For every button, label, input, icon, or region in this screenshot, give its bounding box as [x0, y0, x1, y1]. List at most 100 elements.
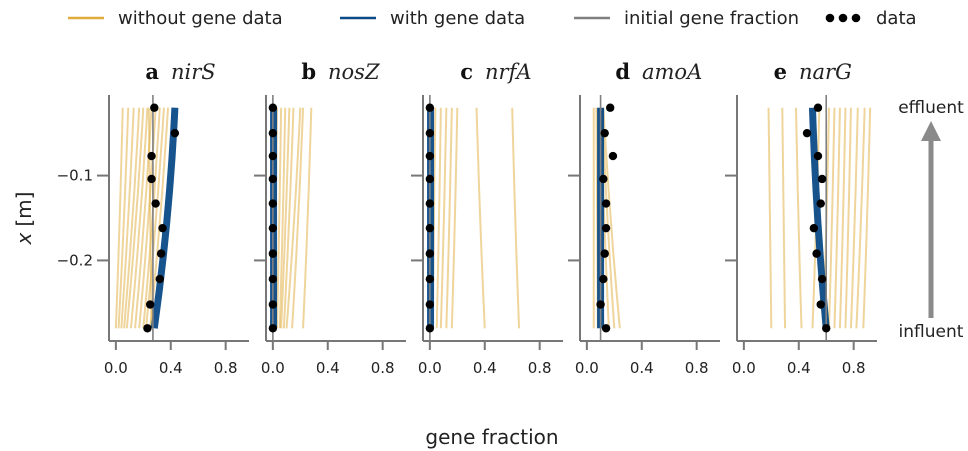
x-tick-label-e-1: 0.4 — [787, 359, 811, 377]
without-gene-line-b-1 — [275, 107, 283, 329]
legend-label-1: with gene data — [390, 8, 525, 29]
data-point-a-2 — [147, 151, 156, 161]
panel-d: 0.0 0.4 0.8 d amoA — [568, 59, 720, 377]
without-gene-line-a-3 — [123, 107, 141, 329]
data-point-a-7 — [155, 274, 164, 284]
without-gene-line-c-4 — [450, 107, 459, 329]
without-gene-line-e-2 — [795, 107, 803, 329]
without-gene-line-e-1 — [781, 107, 787, 329]
x-tick-label-b-2: 0.8 — [371, 359, 395, 377]
data-point-c-7 — [425, 274, 435, 284]
data-point-e-9 — [822, 324, 831, 333]
without-gene-line-a-4 — [125, 107, 145, 329]
panel-gene-d: amoA — [642, 60, 702, 84]
data-point-d-8 — [596, 300, 605, 309]
data-point-a-9 — [143, 324, 152, 333]
data-point-a-5 — [158, 223, 167, 233]
legend-label-data: data — [876, 8, 917, 29]
without-gene-line-e-7 — [838, 107, 847, 329]
data-point-b-5 — [268, 223, 278, 233]
data-point-d-2 — [608, 151, 618, 161]
data-point-c-0 — [425, 103, 435, 112]
data-point-c-6 — [425, 249, 435, 258]
data-point-e-3 — [817, 174, 827, 184]
data-point-d-5 — [601, 223, 611, 233]
data-point-d-7 — [599, 274, 608, 284]
without-gene-line-b-2 — [278, 107, 287, 329]
data-point-b-1 — [268, 128, 278, 138]
data-point-b-7 — [268, 274, 278, 284]
without-gene-line-a-2 — [120, 107, 135, 329]
data-point-e-5 — [809, 223, 819, 233]
data-point-d-6 — [600, 249, 609, 258]
without-gene-line-b-5 — [285, 107, 302, 329]
without-gene-line-e-0 — [767, 107, 773, 329]
x-tick-label-b-0: 0.0 — [261, 359, 285, 377]
y-axis-title: x [m] — [12, 192, 36, 246]
without-gene-line-e-9 — [849, 107, 859, 329]
without-gene-line-c-5 — [475, 107, 486, 329]
panel-letter-a: a — [145, 59, 159, 84]
without-gene-line-c-1 — [435, 107, 442, 329]
data-point-c-2 — [425, 151, 435, 161]
data-point-a-3 — [147, 174, 156, 184]
x-tick-label-d-1: 0.4 — [630, 359, 654, 377]
x-tick-label-b-1: 0.4 — [316, 359, 340, 377]
x-tick-label-d-0: 0.0 — [575, 359, 599, 377]
without-gene-line-c-2 — [439, 107, 448, 329]
y-axis-var: x — [12, 232, 36, 245]
data-point-e-0 — [813, 103, 823, 112]
panel-letter-b: b — [301, 59, 316, 84]
data-point-c-8 — [425, 300, 435, 309]
data-point-b-0 — [268, 103, 278, 112]
data-point-d-9 — [601, 324, 611, 333]
data-point-e-2 — [813, 151, 823, 161]
panel-c: 0.0 0.4 0.8 c nrfA — [411, 59, 563, 377]
panel-letter-d: d — [615, 59, 630, 84]
data-point-b-8 — [268, 300, 278, 309]
panel-b: 0.0 0.4 0.8 b nosZ — [254, 59, 406, 377]
data-point-c-3 — [425, 174, 435, 184]
legend-label-2: initial gene fraction — [624, 8, 799, 29]
without-gene-line-a-5 — [129, 107, 149, 329]
data-point-e-4 — [816, 199, 825, 208]
panel-letter-e: e — [774, 59, 787, 84]
without-gene-line-e-5 — [827, 107, 836, 329]
panel-gene-a: nirS — [171, 60, 216, 84]
data-point-d-0 — [605, 103, 615, 112]
x-tick-label-c-1: 0.4 — [473, 359, 497, 377]
x-tick-label-c-2: 0.8 — [528, 359, 552, 377]
legend-marker-data-dot-2 — [851, 13, 861, 23]
with-gene-line-e — [808, 107, 830, 329]
without-gene-line-e-10 — [855, 107, 866, 329]
without-gene-line-b-3 — [280, 107, 291, 329]
legend: without gene data with gene data initial g… — [68, 8, 917, 29]
without-gene-line-e-8 — [844, 107, 852, 329]
data-point-c-5 — [425, 223, 435, 233]
panel-gene-b: nosZ — [328, 60, 380, 84]
legend-marker-data-dot-0 — [825, 13, 835, 23]
x-tick-label-d-2: 0.8 — [685, 359, 709, 377]
panel-e: 0.0 0.4 0.8 e narG — [725, 59, 877, 377]
x-tick-label-e-0: 0.0 — [732, 359, 756, 377]
data-point-a-6 — [156, 249, 166, 258]
x-axis-title: gene fraction — [425, 425, 558, 449]
data-point-a-1 — [170, 128, 180, 138]
panel-gene-e: narG — [799, 60, 852, 84]
flow-indicator: effluent influent — [898, 98, 964, 342]
without-gene-line-c-6 — [511, 107, 521, 329]
without-gene-line-b-6 — [291, 107, 305, 329]
without-gene-line-a-1 — [117, 107, 130, 329]
y-tick-label-1: −0.2 — [57, 251, 93, 269]
data-point-d-1 — [600, 128, 609, 138]
without-gene-line-e-6 — [833, 107, 841, 329]
data-point-b-2 — [268, 151, 278, 161]
data-point-c-1 — [425, 128, 435, 138]
y-axis-unit: [m] — [12, 192, 36, 227]
data-point-a-0 — [150, 103, 159, 112]
flow-arrow-head — [921, 121, 941, 141]
data-point-d-4 — [601, 199, 611, 208]
svg-text:x[m]: x [m] — [12, 192, 36, 246]
data-point-e-1 — [802, 128, 812, 138]
